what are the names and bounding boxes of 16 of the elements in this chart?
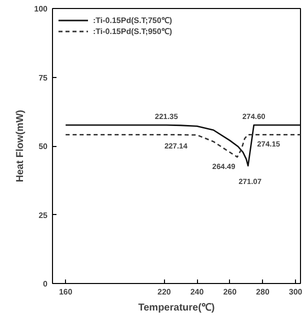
legend-label: :Ti-0.15Pd(S.T;750℃) bbox=[93, 15, 172, 25]
y-tick-label: 50 bbox=[38, 142, 48, 151]
x-tick-label: 280 bbox=[256, 288, 270, 296]
x-axis-title: Temperature(℃) bbox=[138, 302, 215, 314]
x-tick-label: 220 bbox=[158, 288, 172, 296]
y-tick-label: 75 bbox=[38, 73, 48, 82]
y-tick-label: 0 bbox=[43, 280, 48, 288]
x-tick-label: 260 bbox=[223, 288, 238, 296]
line-series bbox=[64, 134, 300, 158]
x-tick-label: 160 bbox=[58, 288, 73, 296]
x-tick-label: 300 bbox=[288, 288, 303, 296]
y-tick-label: 100 bbox=[34, 4, 48, 14]
y-axis-title: Heat Flow(mW) bbox=[15, 110, 26, 182]
legend-label: :Ti-0.15Pd(S.T;950℃) bbox=[93, 26, 172, 36]
x-tick-label: 240 bbox=[190, 288, 204, 296]
y-tick-label: 25 bbox=[38, 210, 48, 220]
